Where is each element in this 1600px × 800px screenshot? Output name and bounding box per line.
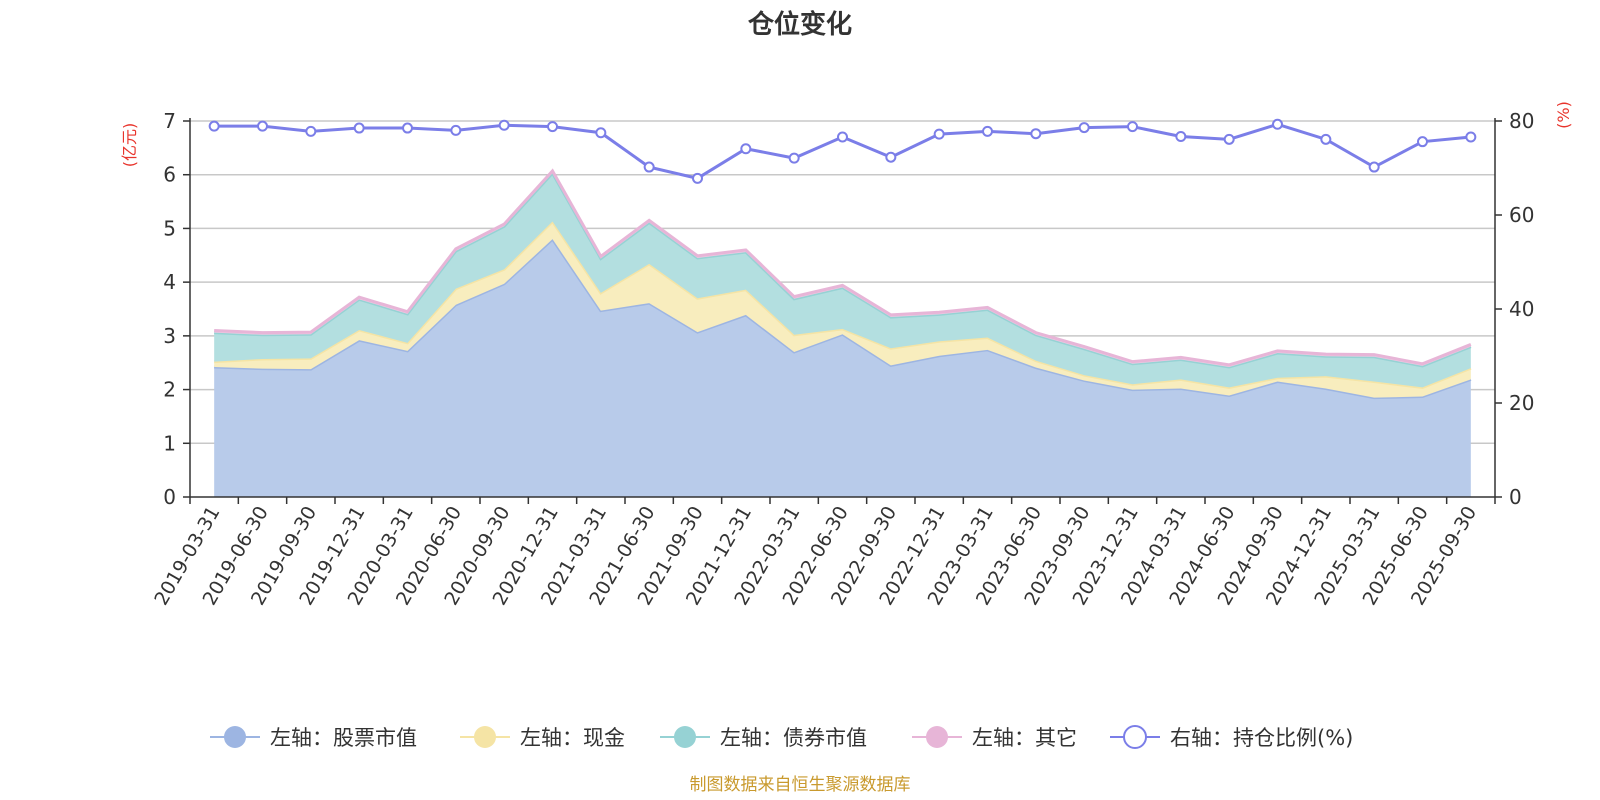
ratio-point	[933, 128, 945, 140]
legend-label: 左轴：债券市值	[720, 726, 867, 750]
ratio-point	[1175, 131, 1187, 143]
ratio-point	[982, 125, 993, 137]
ratio-point	[305, 125, 317, 137]
left-tick-label: 7	[163, 109, 176, 133]
data-source-note: 制图数据来自恒生聚源数据库	[690, 775, 911, 795]
legend-swatch	[674, 726, 696, 748]
ratio-point	[837, 131, 848, 143]
ratio-point	[1368, 161, 1380, 173]
left-tick-label: 1	[163, 431, 176, 455]
ratio-point	[885, 151, 897, 163]
area-左轴：债券市值	[214, 173, 1471, 388]
chart-title: 仓位变化	[747, 9, 852, 40]
ratio-point	[1417, 136, 1428, 148]
left-axis-unit: (亿元)	[120, 123, 139, 168]
left-tick-label: 2	[163, 378, 176, 402]
right-tick-label: 20	[1509, 391, 1534, 415]
right-tick-label: 0	[1509, 485, 1522, 509]
legend-swatch	[926, 726, 948, 748]
ratio-point	[1465, 131, 1477, 143]
legend-swatch	[224, 726, 246, 748]
ratio-point	[643, 161, 655, 173]
right-tick-label: 80	[1509, 109, 1534, 133]
left-tick-label: 6	[163, 163, 176, 187]
ratio-point	[498, 119, 510, 131]
legend-label: 右轴：持仓比例(%)	[1170, 726, 1353, 750]
legend: 左轴：股票市值 左轴：现金 左轴：债券市值 左轴：其它 右轴：持仓比例(%)	[210, 725, 1353, 750]
left-tick-label: 3	[163, 324, 176, 348]
legend-swatch	[474, 726, 496, 748]
ratio-point	[595, 127, 607, 139]
legend-swatch	[1123, 725, 1147, 749]
left-tick-label: 5	[163, 216, 176, 240]
ratio-point	[1272, 118, 1283, 130]
ratio-point	[740, 143, 752, 155]
ratio-point	[1078, 122, 1090, 134]
ratio-point	[402, 122, 413, 134]
right-tick-label: 60	[1509, 203, 1534, 227]
ratio-point	[1030, 128, 1042, 140]
right-axis-unit: (%)	[1554, 101, 1573, 129]
ratio-point	[788, 152, 800, 164]
area-左轴：股票市值	[214, 239, 1471, 497]
ratio-point	[353, 122, 365, 134]
legend-label: 左轴：其它	[972, 726, 1077, 750]
ratio-point	[257, 120, 268, 132]
legend-label: 左轴：股票市值	[270, 726, 417, 750]
ratio-point	[208, 120, 220, 132]
right-tick-label: 40	[1509, 297, 1534, 321]
ratio-point	[547, 121, 558, 133]
area-edge-左轴：其它	[214, 168, 1472, 367]
left-tick-label: 0	[163, 485, 176, 509]
stacked-areas	[214, 168, 1472, 497]
ratio-point	[1127, 121, 1138, 133]
holding-ratio-line	[208, 118, 1477, 184]
ratio-point	[1223, 133, 1235, 145]
legend-label: 左轴：现金	[520, 726, 625, 750]
ratio-point	[450, 124, 462, 136]
left-tick-label: 4	[163, 270, 176, 294]
area-左轴：现金	[214, 221, 1471, 398]
ratio-point	[692, 172, 703, 184]
ratio-point	[1320, 133, 1332, 145]
